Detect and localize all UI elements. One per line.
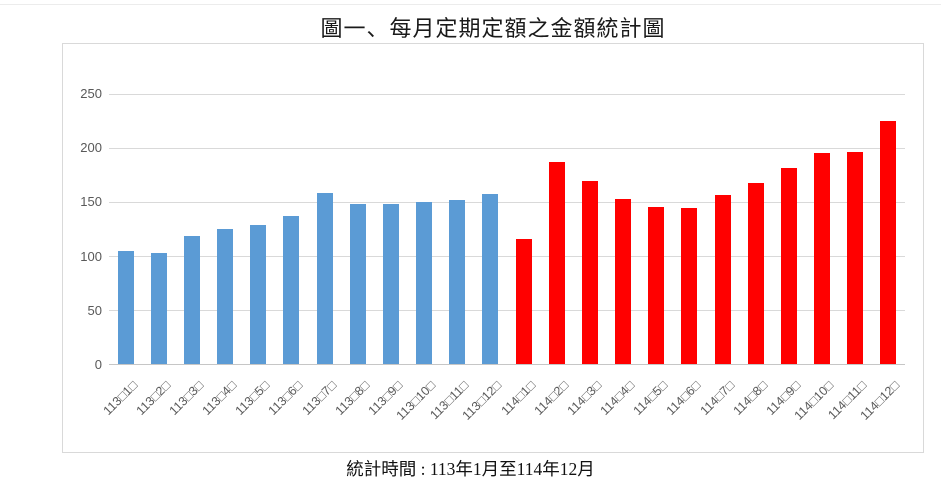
x-axis: 113□1□ 113□2□ 113□3□ 113□4□ 113□5□ 113□6□ 113□… [100,369,905,451]
y-axis: 0 50 100 150 200 250 [63,87,102,372]
bar-113-1 [117,251,134,364]
y-tick-label-0: 0 [94,357,102,372]
gridline-200 [109,147,905,149]
x-tick-label-1: 113□1□ [100,378,140,418]
bar-114-5 [648,206,665,364]
bar-114-4 [615,199,632,364]
bar-114-8 [747,182,764,364]
bar-113-4 [217,228,234,364]
bar-114-11 [847,151,864,364]
chart-title: 圖一、每月定期定額之金額統計圖 [320,16,666,41]
bar-114-12 [880,121,897,364]
y-tick-label-250: 250 [80,86,102,101]
gridline-100 [109,256,905,258]
x-tick-label-17: 114□5□ [630,378,671,418]
bar-113-11 [449,200,466,364]
bar-114-7 [714,194,731,364]
bar-114-1 [515,239,532,364]
bar-113-9 [382,203,399,364]
bar-114-3 [581,180,598,364]
y-tick-label-200: 200 [80,140,102,156]
chart-frame: 0 50 100 150 200 250 113□1□ 113□2□ 113□3□ 113□4□… [62,43,924,453]
bar-114-6 [681,207,698,364]
page-top-border [0,4,941,5]
bar-113-6 [283,215,300,364]
bar-113-7 [316,192,333,364]
x-tick-label-18: 114□6□ [664,378,704,418]
plot-area [109,93,905,365]
bar-114-9 [780,167,797,364]
x-tick-label-5: 113□5□ [232,378,273,418]
bar-113-10 [416,202,433,364]
x-tick-label-16: 114□4□ [597,378,638,418]
y-tick-label-50: 50 [87,302,102,318]
x-tick-label-19: 114□7□ [697,378,737,418]
x-tick-label-3: 113□3□ [166,378,207,418]
bar-113-3 [183,236,200,364]
x-tick-label-14: 114□2□ [531,378,571,418]
x-tick-label-15: 114□3□ [564,378,605,418]
bar-114-2 [548,162,565,364]
bar-113-12 [482,193,499,364]
bar-114-10 [814,152,831,364]
gridline-50 [109,310,905,312]
x-tick-label-8: 113□8□ [332,378,372,418]
bar-113-8 [349,203,366,364]
x-tick-label-20: 114□8□ [730,378,770,418]
x-tick-label-4: 113□4□ [199,378,240,418]
x-tick-label-7: 113□7□ [299,378,339,418]
y-tick-label-150: 150 [80,194,102,210]
x-tick-label-2: 113□2□ [133,378,173,418]
x-tick-label-13: 114□1□ [498,378,538,418]
chart-caption: 統計時間 : 113年1月至114年12月 [346,459,595,479]
bar-113-5 [250,225,267,364]
bar-113-2 [150,253,167,364]
y-tick-label-100: 100 [80,248,102,264]
gridline-150 [109,201,905,203]
x-tick-label-6: 113□6□ [266,378,306,418]
gridline-250 [109,93,905,95]
